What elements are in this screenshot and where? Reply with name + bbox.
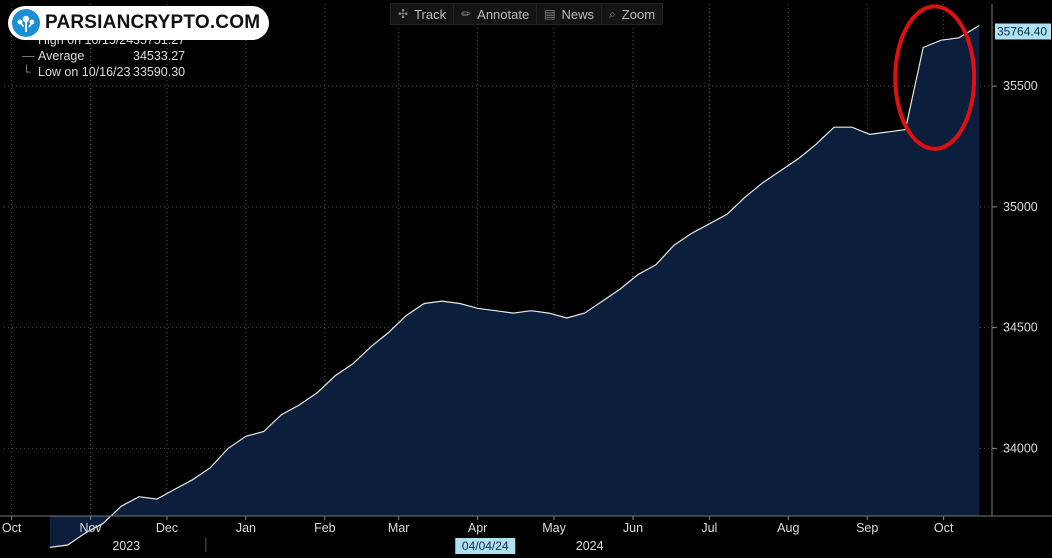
- hover-date-label: 04/04/24: [462, 539, 509, 553]
- y-tick-label: 34500: [1003, 321, 1038, 335]
- x-tick-label: Oct: [2, 521, 22, 535]
- stat-average-value: 34533.27: [133, 49, 186, 63]
- zoom-icon: ⌕: [609, 6, 616, 21]
- news-label: News: [561, 6, 595, 22]
- hover-date-box: [455, 538, 516, 554]
- low-marker-icon: └: [22, 65, 31, 79]
- x-tick-label: Oct: [934, 521, 954, 535]
- stat-average: — Average 34533.27: [22, 48, 185, 64]
- last-value-label: 35764.40: [997, 24, 1047, 38]
- x-tick-label: Jul: [701, 521, 717, 535]
- zoom-button[interactable]: ⌕ Zoom: [602, 4, 662, 24]
- x-tick-label: Aug: [777, 521, 799, 535]
- chart-toolbar: ✣ Track ✏ Annotate ▤ News ⌕ Zoom: [390, 3, 664, 25]
- price-series-line: [49, 24, 980, 548]
- average-marker-icon: —: [22, 49, 35, 63]
- pencil-icon: ✏: [461, 7, 472, 21]
- watermark-logo: PARSIANCRYPTO.COM: [8, 6, 270, 40]
- x-tick-label: Dec: [156, 521, 178, 535]
- track-button[interactable]: ✣ Track: [391, 4, 455, 24]
- year-label: 2024: [576, 539, 604, 553]
- news-icon: ▤: [544, 7, 556, 21]
- price-area-fill: [49, 25, 980, 548]
- tree-logo-icon: [12, 9, 40, 37]
- x-tick-label: Mar: [388, 521, 410, 535]
- y-tick-label: 34000: [1003, 441, 1038, 455]
- x-tick-label: Nov: [79, 521, 102, 535]
- x-tick-label: Jan: [236, 521, 256, 535]
- year-label: 2023: [112, 539, 140, 553]
- y-tick-label: 35000: [1003, 200, 1038, 214]
- x-tick-label: Apr: [468, 521, 487, 535]
- y-tick-label: 35500: [1003, 79, 1038, 93]
- crosshair-icon: ✣: [398, 7, 409, 21]
- x-tick-label: Jun: [623, 521, 643, 535]
- stat-low: └ Low on 10/16/23 33590.30: [22, 64, 185, 80]
- last-value-box: [995, 23, 1051, 40]
- news-button[interactable]: ▤ News: [537, 4, 603, 24]
- stat-low-value: 33590.30: [133, 65, 186, 79]
- highlight-ellipse: [893, 4, 977, 151]
- annotate-label: Annotate: [477, 6, 530, 22]
- stat-average-label: Average: [38, 49, 85, 63]
- track-label: Track: [414, 6, 447, 22]
- x-tick-label: Sep: [856, 521, 878, 535]
- x-tick-label: May: [542, 521, 566, 535]
- watermark-text: PARSIANCRYPTO.COM: [45, 12, 261, 33]
- zoom-label: Zoom: [621, 6, 656, 22]
- stat-low-label: Low on 10/16/23: [38, 65, 131, 79]
- x-tick-label: Feb: [314, 521, 336, 535]
- annotate-button[interactable]: ✏ Annotate: [454, 4, 538, 24]
